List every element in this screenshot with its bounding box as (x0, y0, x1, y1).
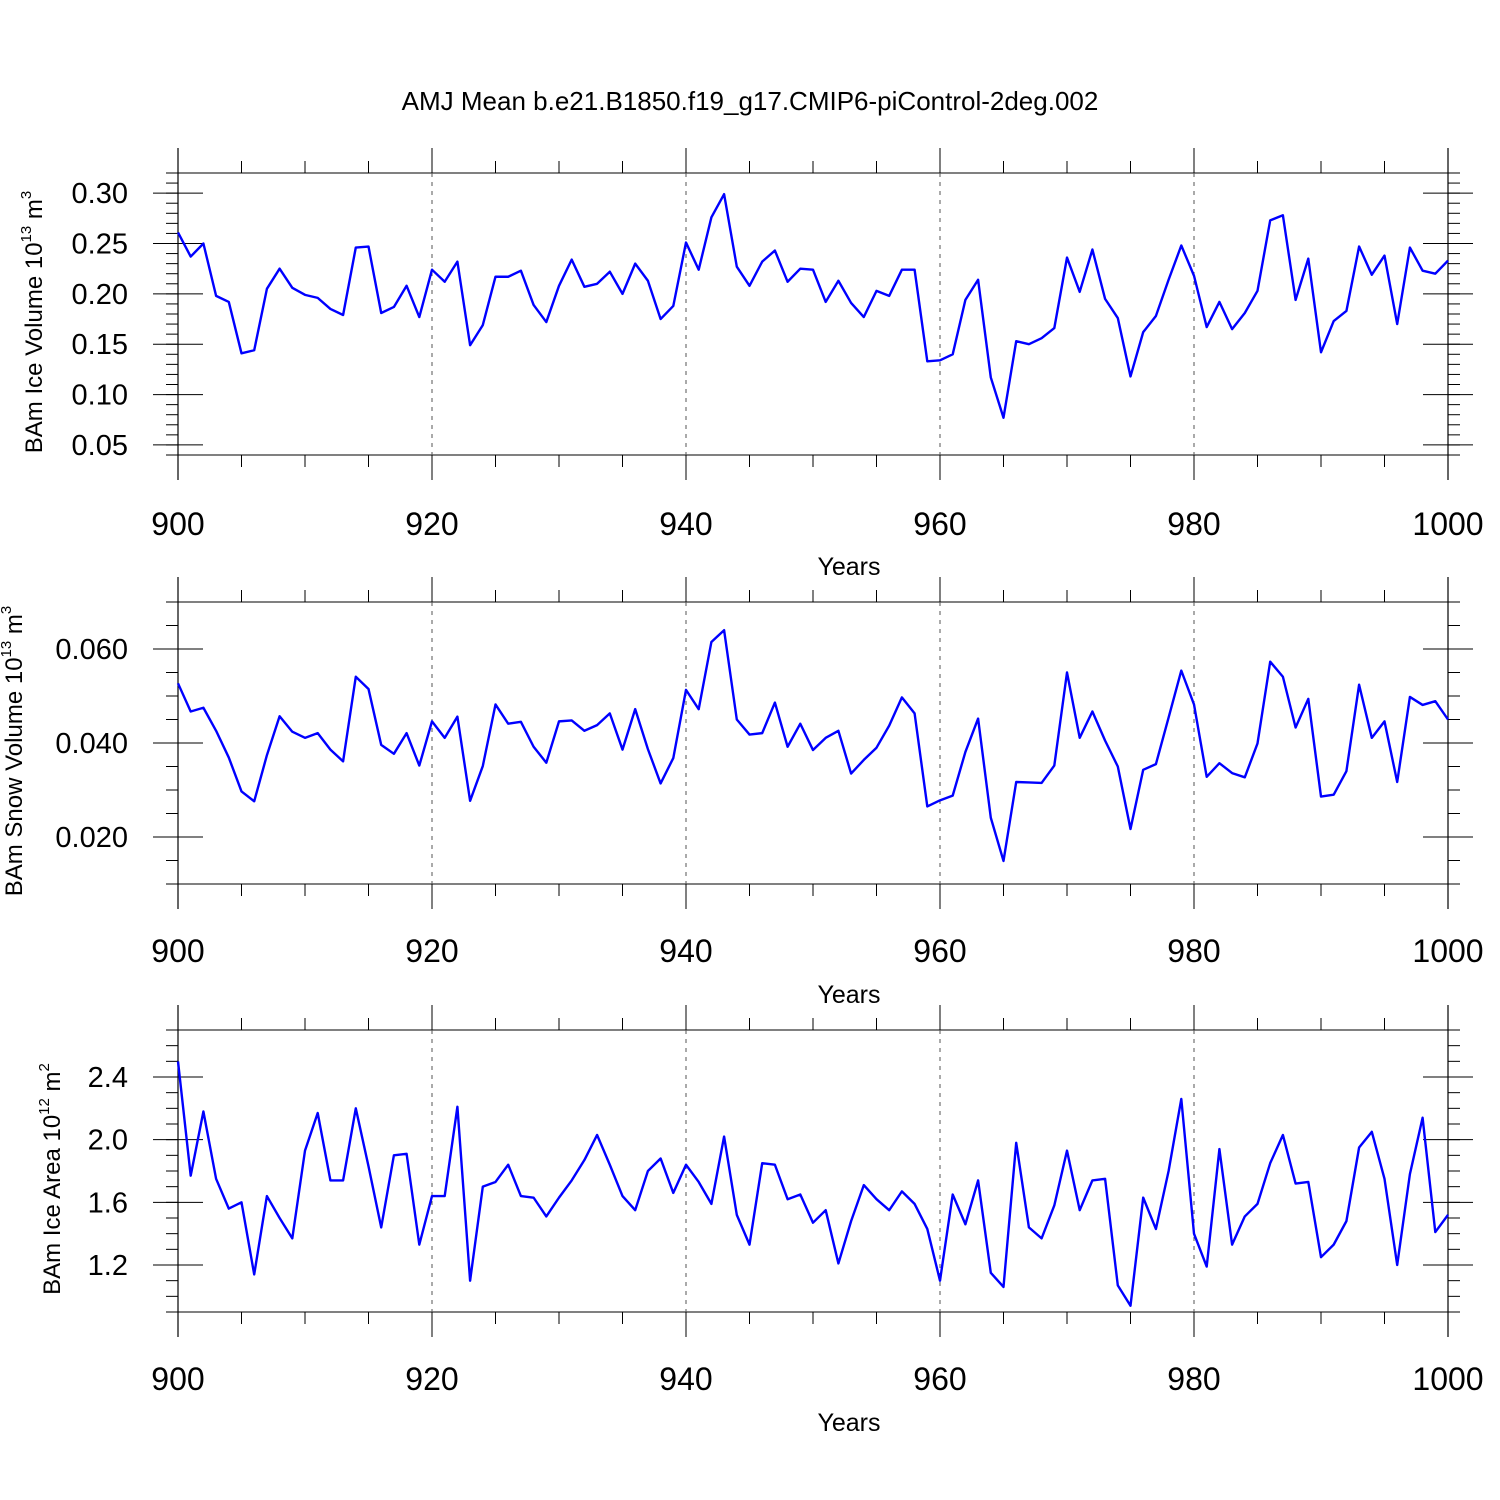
x-tick-label: 940 (659, 1361, 712, 1397)
panel-ice-volume: 900 920 940 960 980 1000 0.05 0.10 0.15 0.20 0.25 0… (18, 148, 1484, 581)
chart-title: AMJ Mean b.e21.B1850.f19_g17.CMIP6-piCon… (402, 86, 1099, 116)
series-line (176, 629, 1449, 863)
series-line (176, 192, 1449, 419)
plot-frame (177, 172, 1449, 456)
x-tick-label: 920 (405, 933, 458, 969)
y-tick-label: 0.040 (55, 728, 128, 760)
y-axis-title-superscript: 13 (18, 226, 35, 243)
y-axis-title-part: m (1, 614, 28, 641)
x-tick-label: 900 (151, 1361, 204, 1397)
x-tick-label: 1000 (1412, 1361, 1483, 1397)
y-axis-title-part: m (21, 199, 48, 226)
y-tick-label: 1.6 (88, 1187, 128, 1219)
y-axis-title: BAm Ice Volume 1013 m3 (18, 191, 48, 453)
x-tick-label: 1000 (1412, 933, 1483, 969)
y-tick-label: 0.020 (55, 822, 128, 854)
y-tick-label: 0.10 (72, 380, 128, 412)
y-tick-label: 0.25 (72, 229, 128, 261)
y-axis-title-superscript: 13 (0, 641, 15, 658)
x-tick-label: 980 (1167, 1361, 1220, 1397)
x-tick-label: 900 (151, 933, 204, 969)
x-tick-label: 980 (1167, 933, 1220, 969)
y-tick-label: 0.060 (55, 634, 128, 666)
x-tick-label: 940 (659, 506, 712, 542)
x-tick-label: 900 (151, 506, 204, 542)
y-axis-title-superscript: 3 (18, 191, 35, 199)
y-axis-title-superscript: 3 (0, 606, 15, 614)
x-tick-label: 1000 (1412, 506, 1483, 542)
y-tick-label: 1.2 (88, 1250, 128, 1282)
series-line (176, 1061, 1449, 1307)
y-axis-title: BAm Ice Area 1012 m2 (36, 1063, 66, 1295)
x-axis-title: Years (817, 1409, 880, 1437)
y-tick-label: 0.05 (72, 430, 128, 462)
x-axis-title: Years (817, 981, 880, 1009)
y-tick-label: 0.30 (72, 178, 128, 210)
y-axis-title-part: BAm Ice Volume 10 (21, 242, 48, 453)
y-axis-title-part: BAm Snow Volume 10 (1, 657, 28, 896)
y-tick-label: 0.20 (72, 279, 128, 311)
y-axis-title-superscript: 12 (36, 1098, 53, 1115)
y-axis-title: BAm Snow Volume 1013 m3 (0, 606, 28, 897)
x-tick-label: 960 (913, 933, 966, 969)
y-axis-title-superscript: 2 (36, 1063, 53, 1071)
x-tick-label: 960 (913, 1361, 966, 1397)
panel-ice-area: 900 920 940 960 980 1000 1.2 1.6 2.0 2.4 Years BAm … (36, 1005, 1484, 1437)
x-tick-label: 980 (1167, 506, 1220, 542)
y-axis-title-part: m (39, 1071, 66, 1098)
x-tick-label: 940 (659, 933, 712, 969)
x-axis-title: Years (817, 553, 880, 581)
y-axis-title-part: BAm Ice Area 10 (39, 1115, 66, 1295)
y-tick-label: 2.4 (88, 1062, 128, 1094)
x-tick-label: 920 (405, 506, 458, 542)
y-tick-label: 0.15 (72, 329, 128, 361)
x-tick-label: 960 (913, 506, 966, 542)
x-tick-label: 920 (405, 1361, 458, 1397)
panel-snow-volume: 900 920 940 960 980 1000 0.020 0.040 0.060 Years B… (0, 577, 1484, 1009)
y-tick-label: 2.0 (88, 1125, 128, 1157)
